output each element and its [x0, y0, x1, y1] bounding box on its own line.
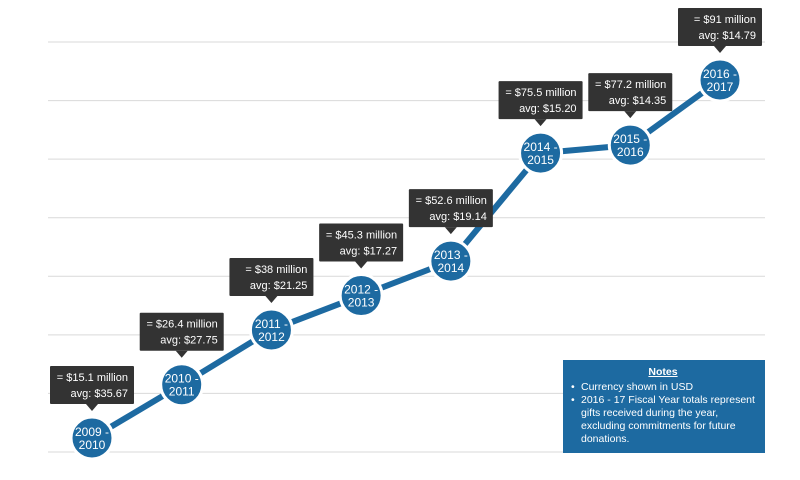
point-label: 2013: [348, 296, 375, 310]
value-tooltip: = $26.4 million avg: $27.75: [139, 312, 224, 358]
tooltip-box: [498, 81, 583, 120]
value-tooltip: = $75.5 million avg: $15.20: [498, 81, 583, 127]
notes-title: Notes: [648, 366, 678, 378]
point-label: 2013 -: [434, 248, 468, 262]
tooltip-pointer: [355, 261, 368, 269]
point-label: 2010 -: [165, 372, 199, 386]
tooltip-box: [139, 312, 224, 351]
point-label: 2015: [527, 153, 554, 167]
point-label: 2014: [438, 261, 465, 275]
total-label: = $38 million: [245, 264, 307, 276]
notes-item-fiscal-year: 2016 - 17 Fiscal Year totals represent g…: [571, 394, 755, 446]
notes-box: Notes Currency shown in USD 2016 - 17 Fi…: [563, 360, 765, 453]
total-label: = $91 million: [694, 14, 756, 26]
total-label: = $26.4 million: [146, 319, 217, 331]
total-label: = $52.6 million: [416, 195, 487, 207]
point-marker: [607, 122, 653, 168]
value-tooltip: = $38 million avg: $21.25: [229, 257, 314, 303]
avg-label: avg: $17.27: [340, 246, 398, 258]
avg-label: avg: $15.20: [519, 103, 577, 115]
tooltip-box: [319, 223, 404, 262]
tooltip-box: [588, 73, 673, 112]
tooltip-pointer: [534, 119, 547, 127]
tooltip-pointer: [714, 46, 726, 53]
avg-label: avg: $35.67: [71, 388, 129, 400]
notes-list: Currency shown in USD 2016 - 17 Fiscal Y…: [571, 381, 755, 446]
data-point: 2014 -2015: [518, 130, 564, 176]
point-label: 2012 -: [344, 283, 378, 297]
point-label: 2014 -: [524, 140, 558, 154]
data-point: 2012 -2013: [338, 273, 384, 319]
avg-label: avg: $14.79: [699, 30, 757, 42]
total-label: = $75.5 million: [505, 87, 576, 99]
point-label: 2016 -: [703, 67, 737, 81]
point-marker: [248, 307, 294, 353]
tooltip-box: [408, 189, 493, 228]
value-tooltip: = $52.6 million avg: $19.14: [408, 189, 493, 235]
notes-item-currency: Currency shown in USD: [571, 381, 755, 394]
data-point: 2009 -2010: [69, 415, 115, 461]
point-marker: [518, 130, 564, 176]
value-tooltip: = $91 million avg: $14.79: [678, 8, 762, 53]
data-point: 2013 -2014: [428, 238, 474, 284]
point-label: 2009 -: [75, 425, 109, 439]
avg-label: avg: $21.25: [250, 280, 308, 292]
data-point: 2015 -2016: [607, 122, 653, 168]
point-label: 2016: [617, 145, 644, 159]
point-label: 2010: [79, 438, 106, 452]
point-label: 2017: [707, 80, 734, 94]
avg-label: avg: $19.14: [429, 211, 487, 223]
point-marker: [338, 273, 384, 319]
tooltip-box: [678, 8, 762, 46]
data-point: 2011 -2012: [248, 307, 294, 353]
point-label: 2015 -: [613, 132, 647, 146]
tooltip-box: [50, 366, 134, 404]
point-label: 2011 -: [255, 317, 288, 331]
value-tooltip: = $77.2 million avg: $14.35: [588, 73, 673, 119]
point-marker: [697, 57, 743, 103]
avg-label: avg: $14.35: [609, 95, 667, 107]
total-label: = $15.1 million: [57, 372, 128, 384]
point-marker: [69, 415, 115, 461]
tooltips-group: = $15.1 million avg: $35.67 = $26.4 millio…: [50, 8, 762, 411]
point-marker: [159, 362, 205, 408]
total-label: = $45.3 million: [326, 230, 397, 242]
point-label: 2012: [258, 330, 285, 344]
value-tooltip: = $45.3 million avg: $17.27: [319, 223, 404, 269]
avg-label: avg: $27.75: [160, 335, 218, 347]
value-tooltip: = $15.1 million avg: $35.67: [50, 366, 134, 411]
tooltip-pointer: [86, 404, 98, 411]
data-point: 2010 -2011: [159, 362, 205, 408]
point-label: 2011: [169, 385, 195, 399]
tooltip-pointer: [624, 111, 637, 119]
tooltip-box: [229, 257, 314, 296]
data-point: 2016 -2017: [697, 57, 743, 103]
point-marker: [428, 238, 474, 284]
tooltip-pointer: [265, 295, 278, 303]
tooltip-pointer: [444, 227, 457, 235]
tooltip-pointer: [175, 350, 188, 358]
total-label: = $77.2 million: [595, 79, 666, 91]
